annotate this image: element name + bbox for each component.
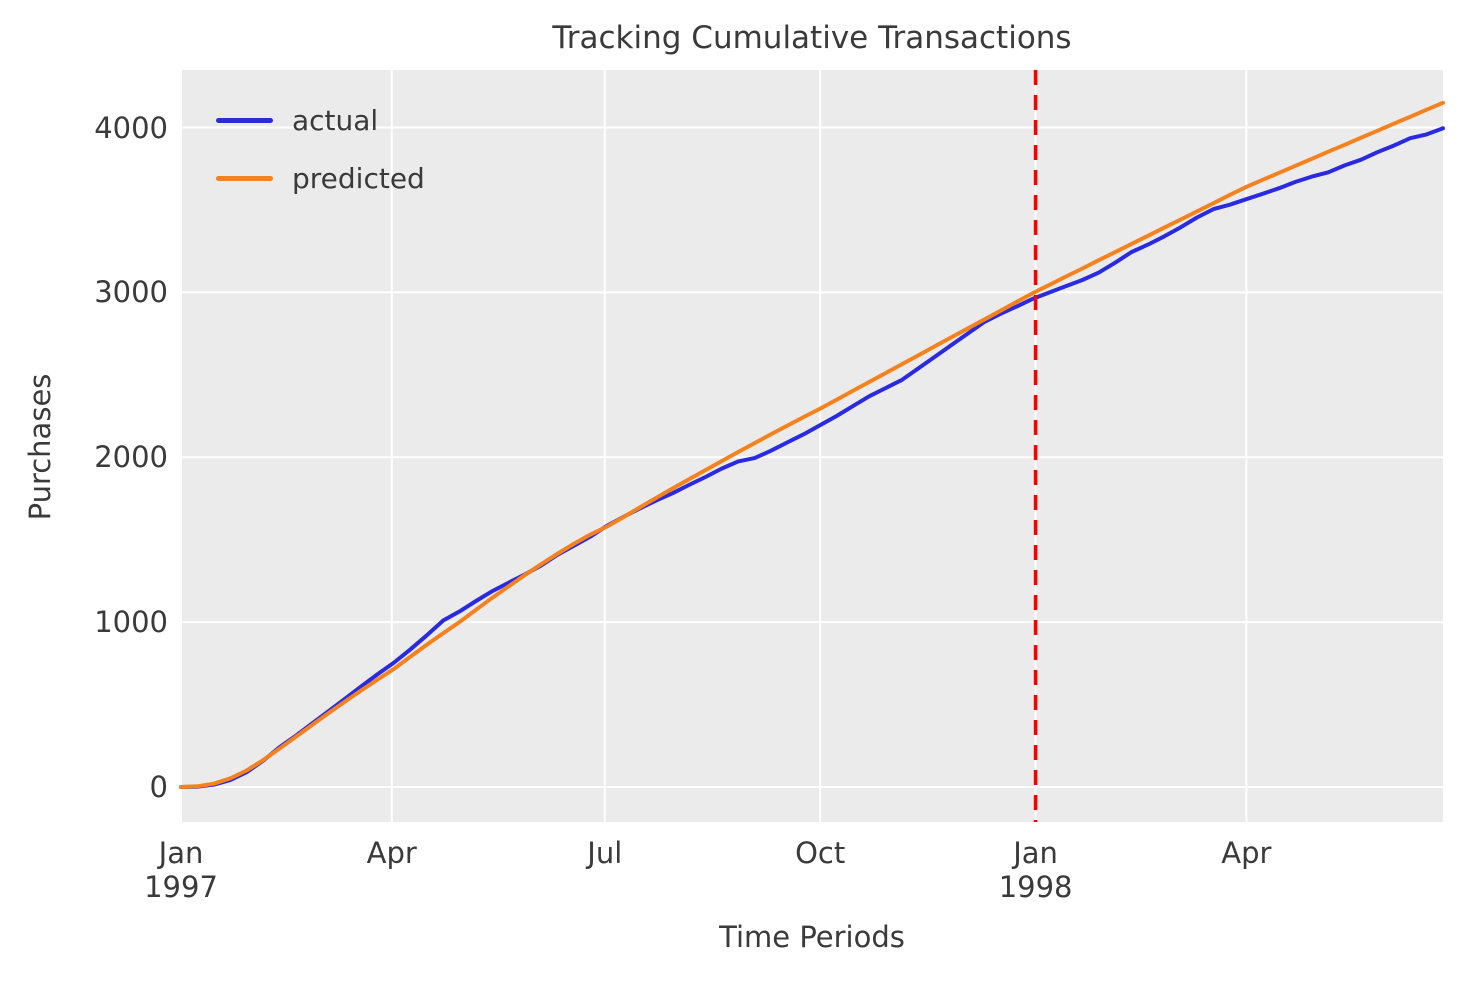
y-tick-label: 0 [149, 770, 168, 804]
legend-label: predicted [292, 162, 425, 195]
y-tick-label: 2000 [94, 440, 168, 475]
legend-line-swatch [216, 118, 273, 123]
y-axis-label: Purchases [23, 373, 57, 521]
legend: actual predicted [216, 98, 425, 201]
x-tick-label: Jul [587, 836, 623, 870]
chart-title: Tracking Cumulative Transactions [552, 20, 1072, 56]
x-tick-label: Oct [795, 836, 846, 870]
series-line-predicted [179, 100, 1445, 789]
legend-item-predicted: predicted [216, 156, 425, 201]
x-tick-label: Apr [366, 836, 417, 870]
legend-label: actual [292, 104, 379, 137]
y-tick-label: 1000 [94, 605, 168, 640]
legend-item-actual: actual [216, 98, 425, 143]
x-tick-label: Jan 1998 [998, 836, 1073, 904]
series-line-actual [179, 126, 1445, 789]
x-tick-label: Apr [1221, 836, 1272, 870]
y-tick-label: 4000 [94, 110, 168, 145]
x-tick-label: Jan 1997 [144, 836, 218, 904]
x-axis-label: Time Periods [719, 920, 905, 954]
legend-line-swatch [216, 176, 273, 181]
y-tick-label: 3000 [94, 275, 168, 310]
